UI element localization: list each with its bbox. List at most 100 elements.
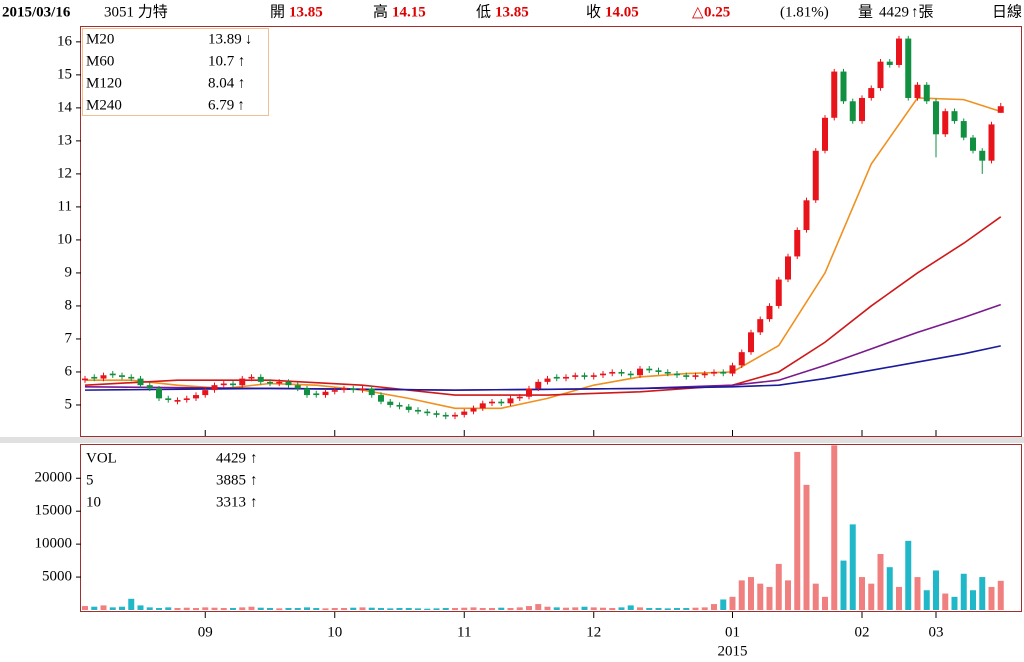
- y-tick-label: 13: [57, 132, 72, 148]
- legend-name: VOL: [86, 450, 117, 466]
- candle-body: [775, 279, 782, 306]
- candle-body: [701, 373, 708, 376]
- volume-bar: [757, 583, 764, 610]
- volume-bar: [257, 607, 264, 610]
- volume-bar: [794, 451, 801, 610]
- candle-body: [424, 411, 431, 414]
- candle-body: [174, 400, 181, 402]
- volume-bar: [415, 608, 421, 610]
- volume-bar: [914, 577, 921, 610]
- y-tick-label: 16: [57, 33, 73, 49]
- volume-bar: [109, 607, 116, 610]
- volume-bar: [313, 608, 320, 610]
- candle-body: [618, 371, 625, 374]
- y-tick-label: 10: [57, 231, 72, 247]
- y-tick-label: 15000: [35, 503, 73, 519]
- volume-bar: [933, 570, 939, 610]
- volume-panel: [80, 444, 1022, 612]
- candle-body: [507, 398, 514, 404]
- change-symbol: △: [692, 4, 704, 20]
- volume-bar: [516, 607, 523, 610]
- volume-bar: [563, 607, 569, 610]
- volume-bar: [119, 606, 125, 610]
- volume-bar: [905, 540, 912, 610]
- candle-body: [193, 395, 199, 399]
- volume-bar: [877, 554, 884, 610]
- candle-body: [100, 375, 107, 379]
- volume-bar: [156, 608, 162, 610]
- volume-bar: [424, 608, 431, 610]
- candle-body: [498, 401, 505, 404]
- quote-value: 13.85: [495, 4, 529, 20]
- volume-bar: [979, 577, 986, 610]
- volume-value: 4429: [879, 4, 909, 20]
- candle-body: [341, 388, 347, 391]
- volume-bar: [146, 607, 153, 610]
- volume-bar: [507, 608, 514, 610]
- volume-bar: [923, 590, 930, 610]
- legend-name: M60: [86, 53, 114, 69]
- volume-bar: [230, 608, 236, 610]
- quote-label: 高: [373, 3, 388, 20]
- candle-body: [433, 413, 440, 415]
- volume-bar: [553, 607, 560, 610]
- volume-bar: [738, 580, 745, 610]
- candle-body: [285, 381, 292, 386]
- x-tick-label: 10: [327, 624, 342, 640]
- candle-body: [831, 71, 838, 118]
- volume-bar: [341, 608, 347, 610]
- candle-body: [331, 390, 338, 392]
- candle-body: [785, 256, 791, 280]
- candle-body: [637, 368, 643, 376]
- candle-body: [368, 388, 375, 396]
- candle-body: [183, 398, 190, 401]
- legend-trend: ↑: [250, 450, 258, 466]
- volume-bar: [359, 607, 366, 610]
- x-tick-label: 09: [198, 624, 213, 640]
- legend-value: 6.79: [208, 97, 234, 113]
- candle-body: [553, 376, 560, 379]
- candle-body: [526, 388, 532, 397]
- volume-bar: [803, 484, 810, 610]
- volume-bar: [498, 607, 505, 610]
- volume-bar: [100, 605, 107, 610]
- candle-body: [988, 124, 995, 161]
- candle-body: [803, 200, 810, 231]
- x-tick-label: 12: [586, 624, 601, 640]
- candle-body: [313, 393, 320, 396]
- candle-body: [692, 375, 699, 377]
- y-tick-label: 8: [65, 297, 73, 313]
- volume-bar: [729, 596, 736, 610]
- candle-body: [442, 414, 449, 417]
- candle-body: [304, 388, 310, 396]
- volume-bar: [174, 608, 181, 610]
- y-tick-label: 5: [65, 396, 73, 412]
- change-value: 0.25: [704, 4, 730, 20]
- candle-body: [674, 373, 680, 376]
- price-panel: [80, 26, 1022, 437]
- candle-body: [914, 84, 921, 98]
- quote-label: 收: [586, 3, 601, 20]
- volume-bar: [535, 604, 542, 610]
- volume-bar: [91, 606, 98, 610]
- volume-bar: [285, 608, 292, 610]
- ma-line: [85, 97, 1001, 410]
- legend-name: M20: [86, 31, 114, 47]
- change-pct: (1.81%): [780, 4, 829, 20]
- volume-bar: [368, 607, 375, 610]
- candle-body: [470, 408, 477, 412]
- legend-trend: ↓: [245, 31, 253, 47]
- candle-body: [729, 365, 736, 374]
- candle-body: [257, 376, 264, 382]
- volume-bar: [674, 608, 680, 610]
- y-tick-label: 7: [65, 330, 73, 346]
- volume-bar: [82, 606, 88, 610]
- candle-body: [544, 378, 551, 382]
- candle-body: [535, 381, 542, 389]
- candle-body: [581, 375, 588, 377]
- volume-bar: [951, 596, 958, 610]
- volume-bar: [433, 608, 440, 610]
- legend-trend: ↑: [238, 53, 246, 69]
- candle-body: [812, 150, 819, 201]
- volume-bar: [220, 608, 227, 610]
